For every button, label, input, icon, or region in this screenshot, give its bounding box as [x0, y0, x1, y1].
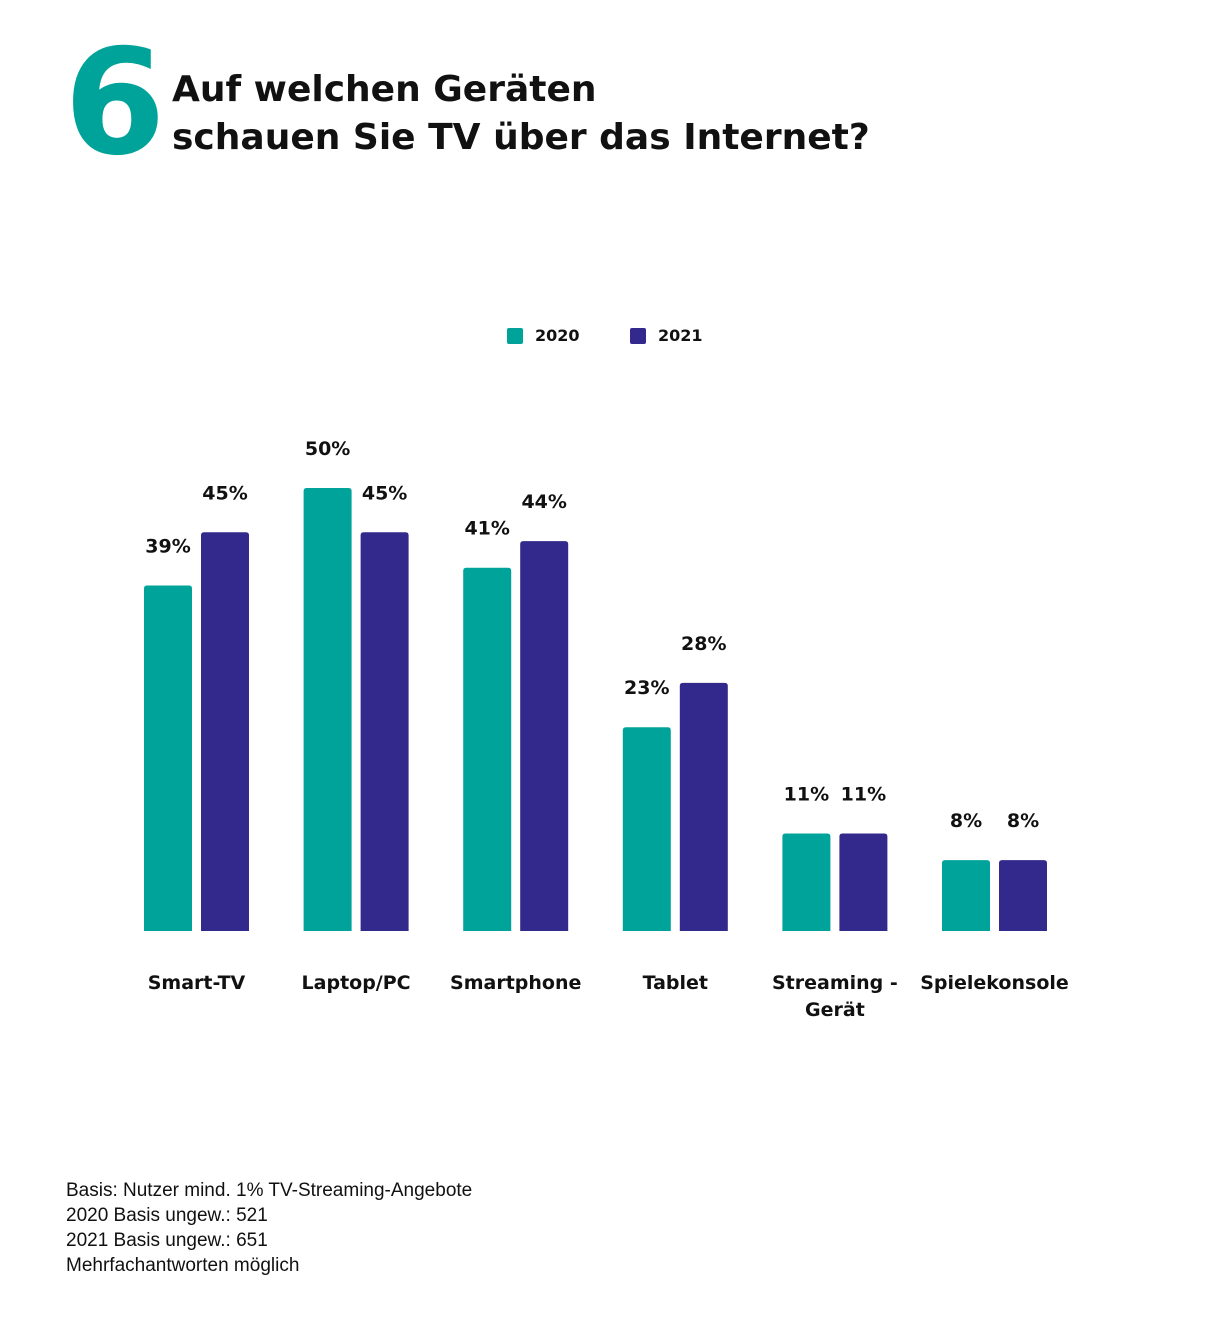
category-label-4-0: Streaming - — [772, 972, 898, 994]
bar-2021-5 — [999, 860, 1047, 931]
bar-2020-3 — [622, 727, 671, 931]
data-label-2020-3: 23% — [624, 677, 669, 699]
footnote: Basis: Nutzer mind. 1% TV-Streaming-Ange… — [66, 1178, 472, 1278]
data-label-2020-2: 41% — [464, 518, 509, 540]
data-label-2021-3: 28% — [681, 633, 726, 655]
page-title: Auf welchen Geräten schauen Sie TV über … — [172, 66, 870, 162]
data-label-2021-1: 45% — [362, 482, 407, 504]
data-label-2021-0: 45% — [202, 482, 247, 504]
bar-2020-2 — [463, 567, 512, 931]
legend-item-2021: 2021 — [630, 326, 703, 345]
footnote-line-1: Basis: Nutzer mind. 1% TV-Streaming-Ange… — [66, 1180, 473, 1201]
title-line-1: Auf welchen Geräten — [172, 69, 597, 110]
data-label-2020-1: 50% — [305, 438, 350, 460]
legend: 2020 2021 — [0, 326, 1207, 350]
footnote-line-2: 2020 Basis ungew.: 521 — [66, 1205, 268, 1226]
bar-2021-3 — [679, 682, 728, 931]
bar-2021-0 — [201, 532, 249, 931]
bar-2021-1 — [360, 532, 409, 931]
title-line-2: schauen Sie TV über das Internet? — [172, 117, 870, 158]
category-label-0-0: Smart-TV — [148, 972, 246, 994]
bar-2021-4 — [839, 833, 888, 931]
bar-chart: 39% 45% Smart-TV 50% 45% Laptop/PC 41% 44% Smart… — [144, 438, 1069, 1021]
bar-2020-4 — [782, 833, 831, 931]
category-label-5-0: Spielekonsole — [920, 972, 1069, 994]
bar-2020-1 — [303, 488, 352, 931]
data-label-2020-4: 11% — [784, 784, 829, 806]
legend-swatch-2021 — [630, 327, 646, 344]
footnote-line-4: Mehrfachantworten möglich — [66, 1255, 300, 1276]
data-label-2021-5: 8% — [1007, 810, 1039, 832]
data-label-2021-2: 44% — [521, 491, 566, 513]
legend-label-2020: 2020 — [535, 326, 580, 345]
footnote-line-3: 2021 Basis ungew.: 651 — [66, 1230, 268, 1251]
category-label-2-0: Smartphone — [450, 972, 581, 994]
category-label-3-0: Tablet — [643, 972, 708, 994]
legend-item-2020: 2020 — [507, 326, 580, 345]
bar-2020-0 — [144, 585, 192, 931]
category-label-4-1: Gerät — [805, 999, 865, 1021]
legend-label-2021: 2021 — [658, 326, 703, 345]
data-label-2021-4: 11% — [841, 784, 886, 806]
bar-2020-5 — [942, 860, 990, 931]
category-label-1-0: Laptop/PC — [302, 972, 411, 994]
chart-number: 6 — [64, 18, 166, 188]
data-label-2020-0: 39% — [145, 535, 190, 557]
data-label-2020-5: 8% — [950, 810, 982, 832]
legend-swatch-2020 — [507, 327, 523, 344]
bar-2021-2 — [520, 541, 569, 931]
